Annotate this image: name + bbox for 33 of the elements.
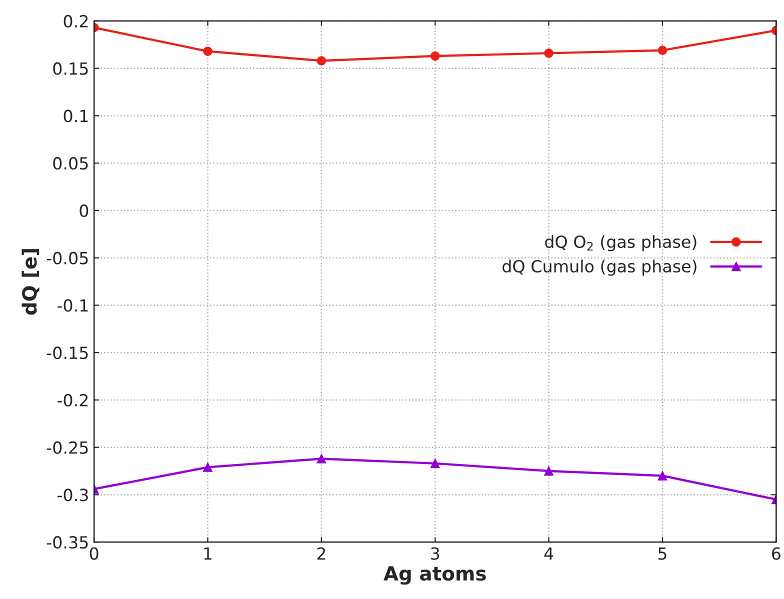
y-tick-label: 0.1	[64, 110, 88, 122]
legend-label: dQ O$_{2}$ (gas phase)	[545, 235, 696, 252]
x-tick-label: 5	[658, 547, 666, 560]
point	[430, 51, 440, 61]
y-tick-label: -0.25	[46, 441, 88, 454]
point	[544, 48, 554, 58]
y-tick-label: -0.3	[58, 488, 88, 502]
y-tick-label: 0	[80, 204, 88, 218]
x-tick-label: 6	[772, 547, 780, 560]
y-tick-label: 0.2	[64, 14, 88, 28]
x-tick-label: 4	[544, 547, 554, 560]
point	[316, 56, 326, 66]
point	[544, 466, 554, 476]
y-tick-label: -0.2	[58, 394, 88, 407]
legend-label: dQ Cumulo (gas phase)	[502, 260, 696, 276]
point	[203, 46, 212, 56]
y-tick-label: -0.1	[58, 299, 88, 312]
y-tick-label: 0.05	[53, 157, 88, 170]
point	[316, 454, 326, 464]
y-tick-label: 0.15	[53, 62, 88, 75]
point	[658, 471, 668, 480]
x-tick-label: 0	[90, 547, 98, 560]
y-tick-label: -0.15	[46, 346, 88, 360]
point	[658, 46, 668, 56]
point	[430, 458, 440, 468]
x-tick-label: 2	[317, 547, 326, 560]
x-axis-title: Ag atoms	[384, 566, 486, 585]
x-tick-label: 1	[204, 547, 212, 560]
y-axis-title: dQ [e]	[22, 249, 40, 315]
x-tick-label: 3	[431, 547, 440, 560]
y-tick-label: -0.35	[46, 536, 88, 549]
y-tick-label: -0.05	[46, 252, 88, 264]
point	[203, 462, 212, 472]
